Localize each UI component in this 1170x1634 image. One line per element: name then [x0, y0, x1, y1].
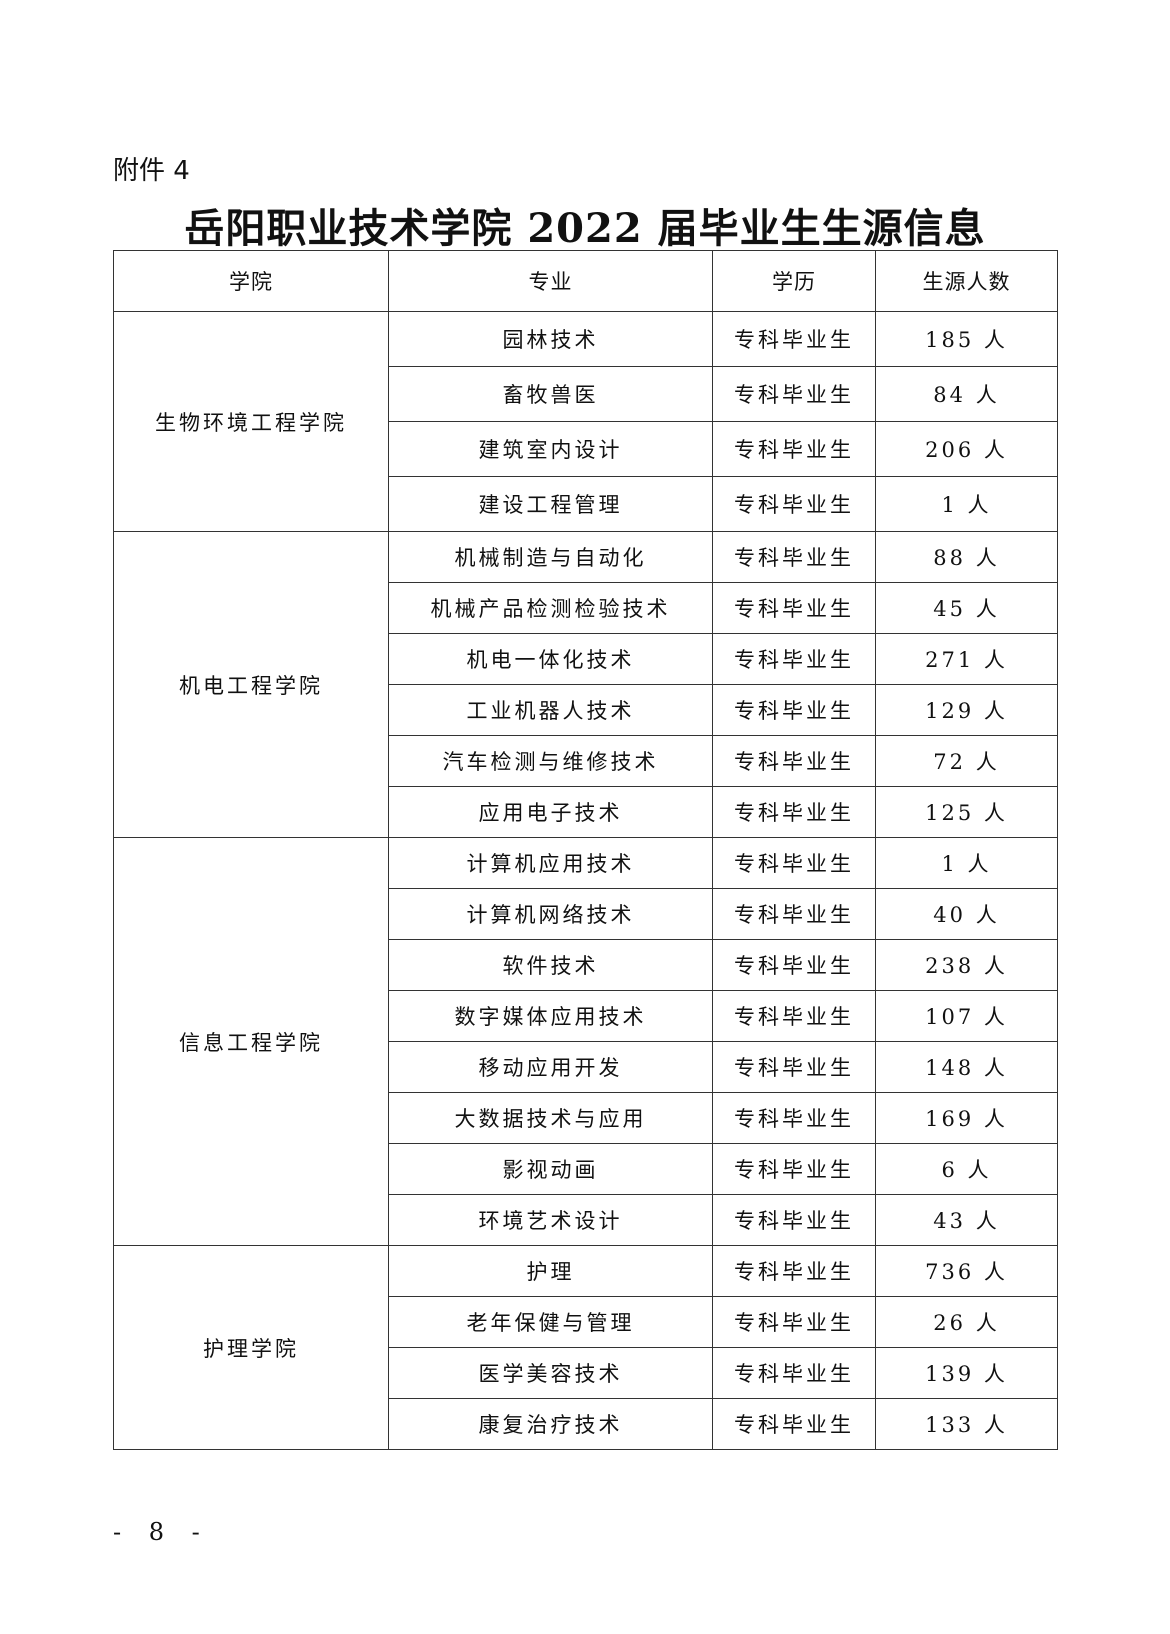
table-row: 机电工程学院 机械制造与自动化 专科毕业生 88 人	[113, 531, 1058, 838]
count-cell: 169 人	[875, 1092, 1058, 1144]
degree-cell: 专科毕业生	[712, 582, 876, 634]
count-cell: 139 人	[875, 1347, 1058, 1399]
table-row: 应用电子技术 专科毕业生 125 人	[114, 786, 1058, 838]
major-cell: 数字媒体应用技术	[388, 990, 713, 1042]
degree-cell: 专科毕业生	[712, 633, 876, 685]
count-cell: 185 人	[875, 311, 1058, 367]
header-count: 生源人数	[875, 250, 1058, 312]
header-college: 学院	[113, 250, 389, 312]
table-row: 计算机网络技术 专科毕业生 40 人	[114, 888, 1058, 940]
table-row: 机械产品检测检验技术 专科毕业生 45 人	[114, 582, 1058, 634]
table-row: 汽车检测与维修技术 专科毕业生 72 人	[114, 735, 1058, 787]
major-cell: 移动应用开发	[388, 1041, 713, 1093]
major-cell: 大数据技术与应用	[388, 1092, 713, 1144]
table-row: 护理学院 护理 专科毕业生 736 人	[113, 1245, 1058, 1450]
college-cell: 信息工程学院	[113, 837, 389, 1246]
table-row: 畜牧兽医 专科毕业生 84 人	[114, 366, 1058, 422]
degree-cell: 专科毕业生	[712, 1398, 876, 1450]
degree-cell: 专科毕业生	[712, 1296, 876, 1348]
major-cell: 汽车检测与维修技术	[388, 735, 713, 787]
degree-cell: 专科毕业生	[712, 421, 876, 477]
table-row: 环境艺术设计 专科毕业生 43 人	[114, 1194, 1058, 1246]
college-cell: 机电工程学院	[113, 531, 389, 838]
table-row: 生物环境工程学院 园林技术 专科毕业生 185 人	[113, 311, 1058, 532]
degree-cell: 专科毕业生	[712, 1041, 876, 1093]
major-cell: 机电一体化技术	[388, 633, 713, 685]
count-cell: 133 人	[875, 1398, 1058, 1450]
count-cell: 1 人	[875, 476, 1058, 532]
count-cell: 125 人	[875, 786, 1058, 838]
major-cell: 环境艺术设计	[388, 1194, 713, 1246]
count-cell: 40 人	[875, 888, 1058, 940]
major-cell: 建筑室内设计	[388, 421, 713, 477]
degree-cell: 专科毕业生	[712, 735, 876, 787]
major-cell: 医学美容技术	[388, 1347, 713, 1399]
page-number: - 8 -	[113, 1518, 210, 1546]
degree-cell: 专科毕业生	[712, 990, 876, 1042]
degree-cell: 专科毕业生	[712, 1245, 876, 1297]
count-cell: 206 人	[875, 421, 1058, 477]
count-cell: 6 人	[875, 1143, 1058, 1195]
degree-cell: 专科毕业生	[712, 1194, 876, 1246]
major-cell: 康复治疗技术	[388, 1398, 713, 1450]
table-row: 工业机器人技术 专科毕业生 129 人	[114, 684, 1058, 736]
count-cell: 84 人	[875, 366, 1058, 422]
major-cell: 影视动画	[388, 1143, 713, 1195]
count-cell: 88 人	[875, 531, 1058, 583]
count-cell: 1 人	[875, 837, 1058, 889]
major-cell: 工业机器人技术	[388, 684, 713, 736]
count-cell: 238 人	[875, 939, 1058, 991]
major-cell: 护理	[388, 1245, 713, 1297]
major-cell: 建设工程管理	[388, 476, 713, 532]
table-row: 信息工程学院 计算机应用技术 专科毕业生 1 人	[113, 837, 1058, 1246]
table-row: 老年保健与管理 专科毕业生 26 人	[114, 1296, 1058, 1348]
degree-cell: 专科毕业生	[712, 1347, 876, 1399]
attachment-label: 附件 4	[113, 156, 190, 186]
degree-cell: 专科毕业生	[712, 1092, 876, 1144]
count-cell: 43 人	[875, 1194, 1058, 1246]
table-row: 移动应用开发 专科毕业生 148 人	[114, 1041, 1058, 1093]
major-cell: 机械制造与自动化	[388, 531, 713, 583]
college-cell: 护理学院	[113, 1245, 389, 1450]
major-cell: 机械产品检测检验技术	[388, 582, 713, 634]
count-cell: 271 人	[875, 633, 1058, 685]
degree-cell: 专科毕业生	[712, 531, 876, 583]
degree-cell: 专科毕业生	[712, 939, 876, 991]
major-cell: 园林技术	[388, 311, 713, 367]
major-cell: 老年保健与管理	[388, 1296, 713, 1348]
degree-cell: 专科毕业生	[712, 786, 876, 838]
table-row: 影视动画 专科毕业生 6 人	[114, 1143, 1058, 1195]
count-cell: 26 人	[875, 1296, 1058, 1348]
table-row: 机电一体化技术 专科毕业生 271 人	[114, 633, 1058, 685]
degree-cell: 专科毕业生	[712, 888, 876, 940]
header-major: 专业	[388, 250, 713, 312]
count-cell: 45 人	[875, 582, 1058, 634]
count-cell: 107 人	[875, 990, 1058, 1042]
count-cell: 736 人	[875, 1245, 1058, 1297]
graduate-source-table: 学院 专业 学历 生源人数 生物环境工程学院 园林技术 专科毕业生 185 人畜牧兽医…	[113, 250, 1058, 1450]
table-row: 大数据技术与应用 专科毕业生 169 人	[114, 1092, 1058, 1144]
degree-cell: 专科毕业生	[712, 366, 876, 422]
table-row: 康复治疗技术 专科毕业生 133 人	[114, 1398, 1058, 1450]
degree-cell: 专科毕业生	[712, 837, 876, 889]
major-cell: 计算机应用技术	[388, 837, 713, 889]
table-header-row: 学院 专业 学历 生源人数	[113, 250, 1058, 312]
degree-cell: 专科毕业生	[712, 476, 876, 532]
major-cell: 畜牧兽医	[388, 366, 713, 422]
college-cell: 生物环境工程学院	[113, 311, 389, 532]
header-degree: 学历	[712, 250, 876, 312]
major-cell: 应用电子技术	[388, 786, 713, 838]
count-cell: 148 人	[875, 1041, 1058, 1093]
table-row: 数字媒体应用技术 专科毕业生 107 人	[114, 990, 1058, 1042]
page-title: 岳阳职业技术学院 2022 届毕业生生源信息	[184, 205, 986, 252]
major-cell: 计算机网络技术	[388, 888, 713, 940]
count-cell: 72 人	[875, 735, 1058, 787]
degree-cell: 专科毕业生	[712, 311, 876, 367]
degree-cell: 专科毕业生	[712, 684, 876, 736]
count-cell: 129 人	[875, 684, 1058, 736]
degree-cell: 专科毕业生	[712, 1143, 876, 1195]
major-cell: 软件技术	[388, 939, 713, 991]
